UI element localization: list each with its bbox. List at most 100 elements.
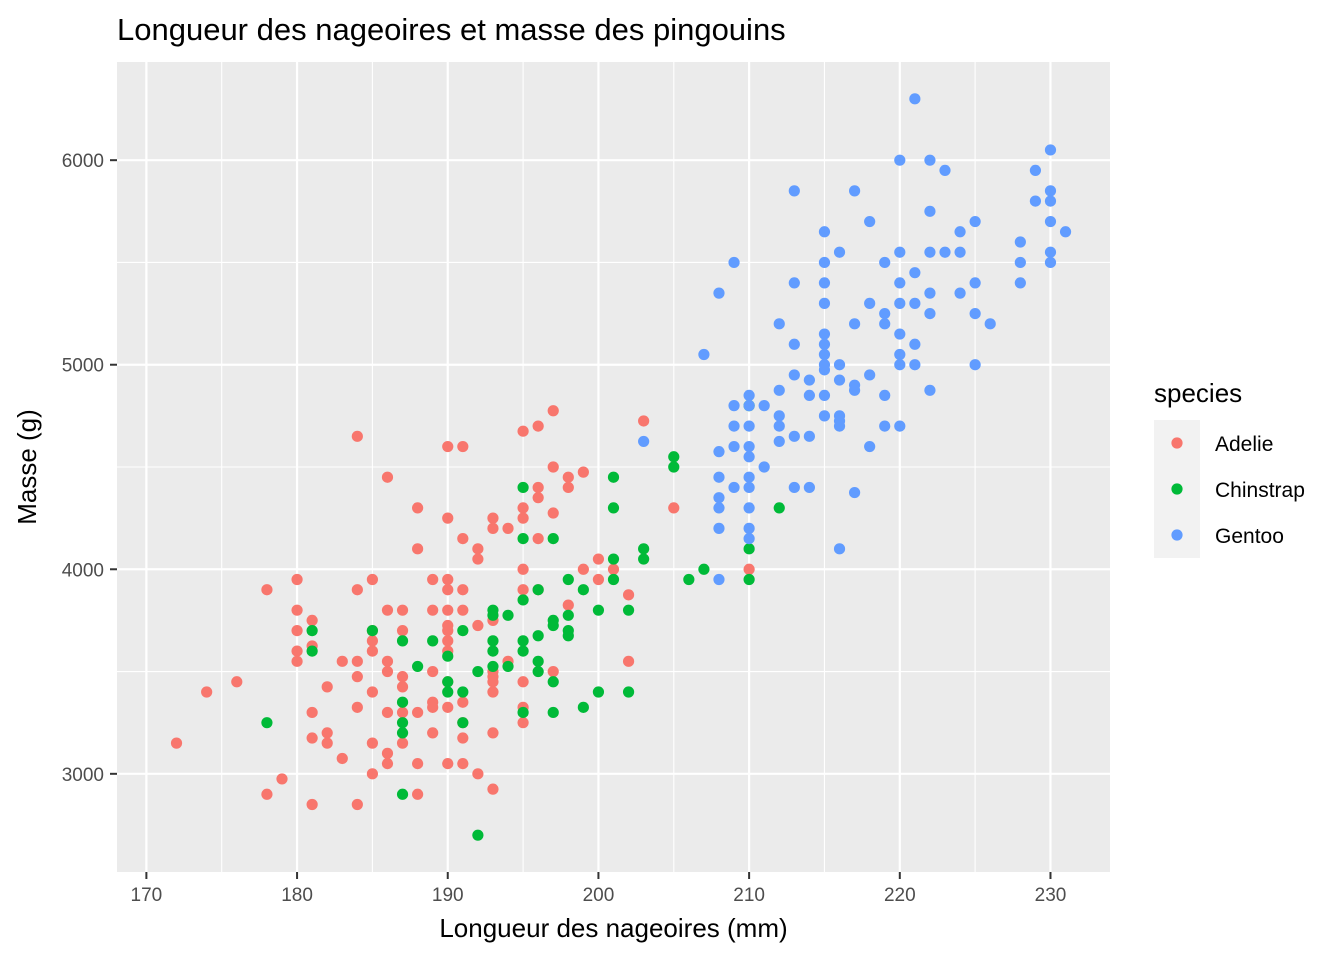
point-adelie: [562, 599, 574, 611]
point-chinstrap: [532, 584, 544, 596]
x-axis: 170 180 190 200 210 220 230: [131, 872, 1066, 906]
point-adelie: [577, 563, 589, 575]
point-chinstrap: [457, 625, 469, 637]
x-axis-title: Longueur des nageoires (mm): [439, 913, 787, 943]
point-chinstrap: [517, 645, 529, 657]
point-gentoo: [713, 522, 725, 534]
point-adelie: [442, 440, 454, 453]
point-adelie: [306, 614, 318, 627]
point-chinstrap: [487, 635, 499, 647]
point-gentoo: [1044, 195, 1057, 207]
point-chinstrap: [366, 625, 379, 637]
point-gentoo: [818, 297, 831, 309]
point-adelie: [442, 701, 454, 713]
point-adelie: [201, 686, 213, 698]
point-chinstrap: [547, 532, 559, 545]
point-adelie: [487, 522, 499, 534]
point-adelie: [381, 706, 394, 719]
point-chinstrap: [261, 717, 273, 729]
point-adelie: [622, 589, 635, 601]
point-adelie: [396, 671, 409, 683]
point-gentoo: [773, 318, 785, 330]
point-gentoo: [1029, 195, 1042, 207]
x-tick-label: 210: [733, 885, 765, 906]
point-adelie: [517, 502, 529, 514]
point-gentoo: [1044, 144, 1057, 156]
point-gentoo: [864, 440, 876, 453]
point-chinstrap: [532, 655, 544, 667]
point-gentoo: [924, 246, 936, 258]
point-gentoo: [818, 348, 831, 361]
point-gentoo: [713, 492, 725, 504]
point-gentoo: [788, 338, 800, 350]
y-tick-label: 3000: [62, 765, 104, 786]
point-adelie: [622, 655, 635, 667]
point-adelie: [306, 706, 318, 719]
point-chinstrap: [396, 717, 409, 729]
point-adelie: [366, 645, 379, 657]
point-gentoo: [743, 502, 755, 514]
major-gridlines: [117, 62, 1110, 872]
point-gentoo: [894, 420, 906, 432]
data-points: [170, 93, 1072, 841]
point-adelie: [743, 563, 755, 575]
legend-label-gentoo: Gentoo: [1215, 525, 1284, 548]
point-adelie: [351, 430, 363, 442]
point-gentoo: [924, 307, 936, 320]
point-adelie: [336, 752, 348, 765]
point-chinstrap: [577, 584, 589, 596]
point-gentoo: [894, 297, 906, 309]
point-adelie: [291, 604, 303, 616]
point-gentoo: [818, 277, 831, 289]
point-adelie: [517, 563, 529, 575]
point-adelie: [321, 737, 333, 749]
point-chinstrap: [517, 594, 529, 606]
point-chinstrap: [668, 461, 680, 473]
point-chinstrap: [698, 563, 710, 575]
point-chinstrap: [668, 451, 680, 463]
point-gentoo: [848, 384, 861, 396]
point-gentoo: [833, 374, 846, 386]
point-gentoo: [743, 471, 755, 483]
point-chinstrap: [306, 625, 318, 637]
point-chinstrap: [442, 686, 454, 698]
point-adelie: [532, 481, 544, 494]
point-gentoo: [773, 435, 785, 448]
point-adelie: [351, 584, 363, 596]
point-chinstrap: [562, 573, 574, 586]
point-gentoo: [803, 374, 815, 386]
point-gentoo: [758, 400, 770, 412]
point-chinstrap: [517, 635, 529, 647]
point-gentoo: [728, 481, 740, 494]
point-adelie: [517, 512, 529, 524]
y-tick-label: 4000: [62, 560, 104, 581]
point-adelie: [351, 671, 363, 683]
point-adelie: [607, 563, 620, 575]
point-adelie: [291, 573, 303, 586]
point-gentoo: [788, 430, 800, 442]
point-chinstrap: [396, 696, 409, 708]
point-adelie: [472, 768, 484, 780]
point-gentoo: [909, 338, 921, 350]
point-gentoo: [803, 481, 815, 494]
y-tick-label: 6000: [62, 151, 104, 172]
point-chinstrap: [457, 717, 469, 729]
point-adelie: [592, 573, 605, 586]
chart-title: Longueur des nageoires et masse des ping…: [117, 12, 786, 47]
point-gentoo: [879, 307, 891, 320]
point-gentoo: [833, 359, 846, 371]
point-chinstrap: [562, 609, 574, 621]
point-gentoo: [773, 384, 785, 396]
point-adelie: [381, 665, 394, 678]
point-chinstrap: [743, 573, 755, 586]
point-adelie: [366, 737, 379, 749]
point-chinstrap: [547, 706, 559, 719]
point-gentoo: [864, 297, 876, 309]
point-gentoo: [743, 389, 755, 402]
point-adelie: [457, 696, 469, 708]
point-adelie: [381, 471, 394, 483]
point-adelie: [396, 681, 409, 693]
point-adelie: [457, 604, 469, 616]
point-chinstrap: [592, 686, 605, 698]
point-gentoo: [879, 420, 891, 432]
